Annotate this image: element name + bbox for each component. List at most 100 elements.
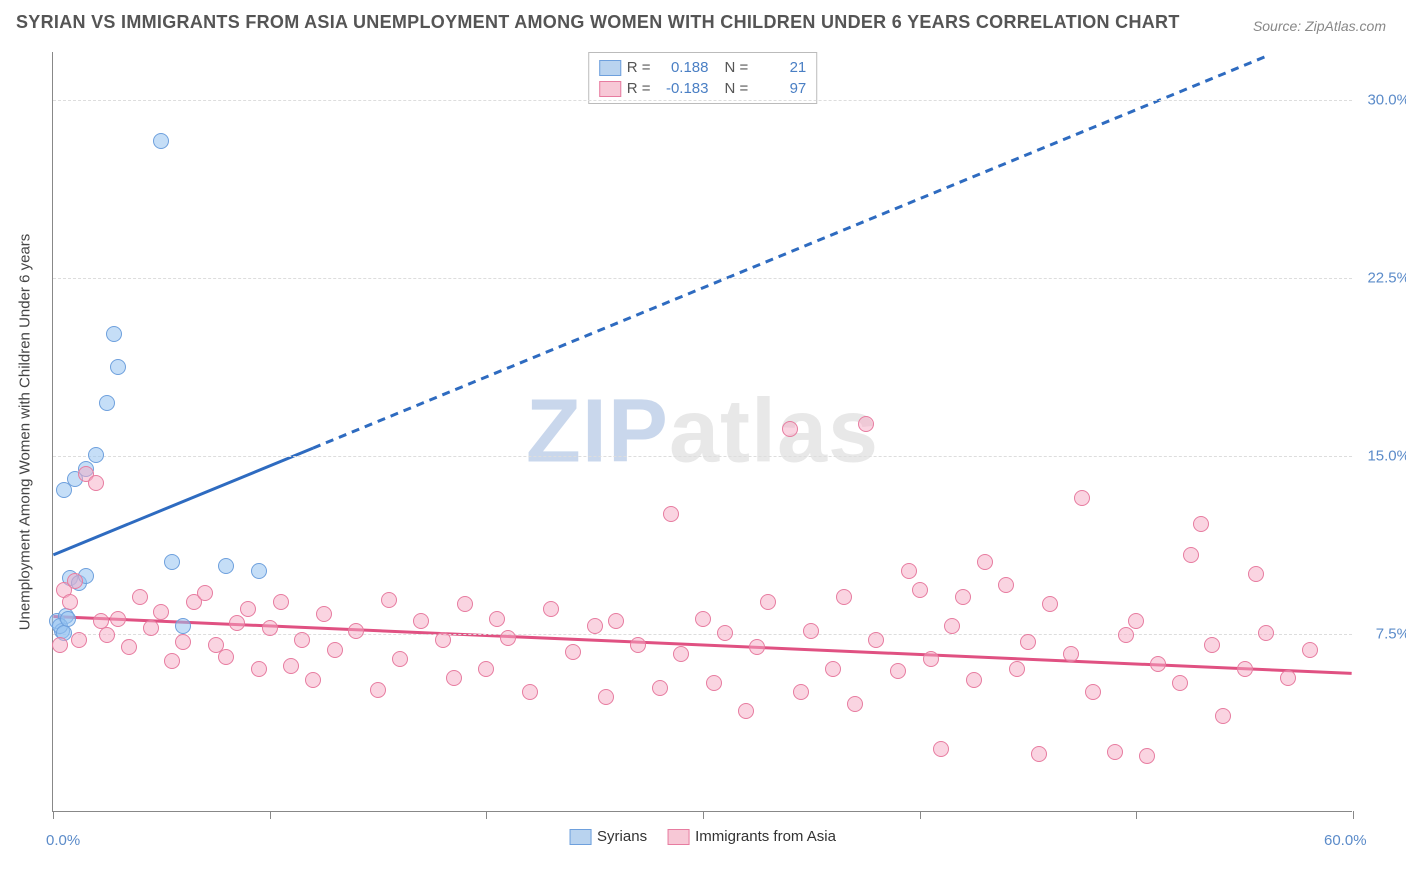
scatter-point-immigrants-asia xyxy=(998,577,1014,593)
y-tick-label: 7.5% xyxy=(1376,625,1406,642)
scatter-point-immigrants-asia xyxy=(890,663,906,679)
gridline xyxy=(53,278,1352,279)
scatter-point-immigrants-asia xyxy=(749,639,765,655)
x-tick xyxy=(1353,811,1354,819)
x-tick xyxy=(1136,811,1137,819)
r-value: -0.183 xyxy=(657,80,709,97)
scatter-point-immigrants-asia xyxy=(1215,708,1231,724)
legend-swatch xyxy=(667,829,689,845)
watermark-rest: atlas xyxy=(669,381,879,481)
scatter-point-syrians xyxy=(106,326,122,342)
scatter-point-immigrants-asia xyxy=(803,623,819,639)
scatter-point-immigrants-asia xyxy=(858,416,874,432)
scatter-point-immigrants-asia xyxy=(500,630,516,646)
scatter-point-immigrants-asia xyxy=(717,625,733,641)
series-legend-label: Syrians xyxy=(597,828,647,845)
scatter-point-immigrants-asia xyxy=(1042,596,1058,612)
scatter-point-immigrants-asia xyxy=(912,582,928,598)
scatter-point-immigrants-asia xyxy=(316,606,332,622)
scatter-point-syrians xyxy=(153,133,169,149)
y-tick-label: 22.5% xyxy=(1367,269,1406,286)
scatter-point-syrians xyxy=(175,618,191,634)
scatter-point-immigrants-asia xyxy=(543,601,559,617)
scatter-point-immigrants-asia xyxy=(71,632,87,648)
scatter-point-immigrants-asia xyxy=(836,589,852,605)
chart-source: Source: ZipAtlas.com xyxy=(1253,18,1386,34)
n-label: N = xyxy=(725,80,749,97)
scatter-point-syrians xyxy=(110,359,126,375)
scatter-point-immigrants-asia xyxy=(933,741,949,757)
scatter-point-immigrants-asia xyxy=(435,632,451,648)
scatter-point-immigrants-asia xyxy=(197,585,213,601)
scatter-point-immigrants-asia xyxy=(663,506,679,522)
scatter-point-immigrants-asia xyxy=(1150,656,1166,672)
chart-container: SYRIAN VS IMMIGRANTS FROM ASIA UNEMPLOYM… xyxy=(0,0,1406,892)
x-axis-max-label: 60.0% xyxy=(1324,832,1367,849)
gridline xyxy=(53,634,1352,635)
scatter-point-immigrants-asia xyxy=(868,632,884,648)
x-tick xyxy=(270,811,271,819)
stats-legend-row: R =0.188N =21 xyxy=(599,57,807,78)
scatter-point-immigrants-asia xyxy=(782,421,798,437)
trend-lines-svg xyxy=(53,52,1352,811)
scatter-point-syrians xyxy=(88,447,104,463)
scatter-point-immigrants-asia xyxy=(251,661,267,677)
scatter-point-immigrants-asia xyxy=(218,649,234,665)
scatter-point-immigrants-asia xyxy=(294,632,310,648)
scatter-point-immigrants-asia xyxy=(327,642,343,658)
n-value: 21 xyxy=(754,59,806,76)
scatter-point-immigrants-asia xyxy=(738,703,754,719)
scatter-point-immigrants-asia xyxy=(1128,613,1144,629)
scatter-point-immigrants-asia xyxy=(67,573,83,589)
n-label: N = xyxy=(725,59,749,76)
r-value: 0.188 xyxy=(657,59,709,76)
y-tick-label: 30.0% xyxy=(1367,91,1406,108)
scatter-point-immigrants-asia xyxy=(52,637,68,653)
scatter-point-immigrants-asia xyxy=(229,615,245,631)
scatter-point-immigrants-asia xyxy=(121,639,137,655)
trend-line xyxy=(313,57,1265,448)
scatter-point-immigrants-asia xyxy=(630,637,646,653)
scatter-point-immigrants-asia xyxy=(446,670,462,686)
scatter-point-immigrants-asia xyxy=(522,684,538,700)
scatter-point-immigrants-asia xyxy=(1085,684,1101,700)
scatter-point-immigrants-asia xyxy=(673,646,689,662)
y-axis-label: Unemployment Among Women with Children U… xyxy=(17,233,34,630)
scatter-point-immigrants-asia xyxy=(695,611,711,627)
x-tick xyxy=(486,811,487,819)
scatter-point-immigrants-asia xyxy=(392,651,408,667)
watermark: ZIPatlas xyxy=(526,380,879,483)
series-legend: SyriansImmigrants from Asia xyxy=(569,828,836,845)
scatter-point-immigrants-asia xyxy=(955,589,971,605)
scatter-point-immigrants-asia xyxy=(143,620,159,636)
scatter-point-immigrants-asia xyxy=(1063,646,1079,662)
scatter-point-immigrants-asia xyxy=(966,672,982,688)
scatter-point-immigrants-asia xyxy=(1172,675,1188,691)
scatter-point-immigrants-asia xyxy=(977,554,993,570)
scatter-point-immigrants-asia xyxy=(1204,637,1220,653)
stats-legend: R =0.188N =21R =-0.183N =97 xyxy=(588,52,818,104)
scatter-point-syrians xyxy=(99,395,115,411)
legend-swatch xyxy=(599,60,621,76)
scatter-point-immigrants-asia xyxy=(608,613,624,629)
scatter-point-immigrants-asia xyxy=(1118,627,1134,643)
scatter-point-immigrants-asia xyxy=(565,644,581,660)
chart-title: SYRIAN VS IMMIGRANTS FROM ASIA UNEMPLOYM… xyxy=(16,12,1180,33)
legend-swatch xyxy=(569,829,591,845)
scatter-point-immigrants-asia xyxy=(1302,642,1318,658)
scatter-point-syrians xyxy=(164,554,180,570)
scatter-point-immigrants-asia xyxy=(88,475,104,491)
scatter-point-immigrants-asia xyxy=(370,682,386,698)
scatter-point-immigrants-asia xyxy=(175,634,191,650)
scatter-point-immigrants-asia xyxy=(1183,547,1199,563)
scatter-point-immigrants-asia xyxy=(652,680,668,696)
scatter-point-immigrants-asia xyxy=(1258,625,1274,641)
scatter-point-immigrants-asia xyxy=(1009,661,1025,677)
scatter-point-immigrants-asia xyxy=(944,618,960,634)
scatter-point-immigrants-asia xyxy=(381,592,397,608)
scatter-point-immigrants-asia xyxy=(62,594,78,610)
scatter-point-immigrants-asia xyxy=(413,613,429,629)
watermark-zip: ZIP xyxy=(526,381,669,481)
plot-area: ZIPatlas Unemployment Among Women with C… xyxy=(52,52,1352,812)
scatter-point-immigrants-asia xyxy=(1074,490,1090,506)
